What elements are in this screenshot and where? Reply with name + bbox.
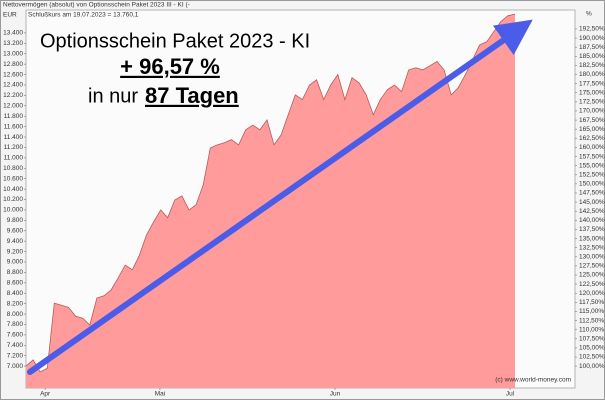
y2-tick-label: 132,50%	[579, 244, 605, 251]
y-tick-label: 10.600	[3, 175, 23, 182]
y2-tick-label: 115,00%	[579, 308, 604, 315]
y2-tick-label: 120,00%	[579, 290, 605, 297]
y-tick-label: 9.400	[7, 238, 24, 245]
y2-tick-label: 145,00%	[579, 199, 605, 206]
y-tick-label: 8.000	[7, 311, 24, 318]
y-tick-label: 7.800	[7, 321, 24, 328]
y-tick-label: 10.800	[3, 165, 23, 172]
y2-tick-label: 180,00%	[579, 71, 605, 78]
y2-tick-label: 135,00%	[579, 235, 605, 242]
y-tick-label: 10.200	[3, 196, 23, 203]
y-tick-label: 9.600	[7, 227, 24, 234]
y2-tick-label: 105,00%	[579, 345, 605, 352]
y-tick-label: 12.600	[3, 71, 23, 78]
y-tick-label: 12.800	[3, 61, 23, 68]
y-tick-label: 7.200	[7, 352, 24, 359]
y2-tick-label: 167,50%	[579, 117, 605, 124]
source: (c) www.world-money.com	[495, 377, 571, 384]
y-tick-label: 8.600	[7, 280, 24, 287]
y2-tick-label: 170,00%	[579, 108, 605, 115]
y2-tick-label: 125,00%	[579, 272, 605, 279]
y2-axis-label: %	[586, 11, 592, 18]
y2-tick-label: 185,00%	[579, 53, 605, 60]
y2-tick-label: 152,50%	[579, 171, 605, 178]
y-tick-label: 7.600	[7, 332, 24, 339]
y2-tick-label: 122,50%	[579, 281, 605, 288]
y2-tick-label: 142,50%	[579, 208, 605, 215]
y2-tick-label: 192,50%	[579, 26, 605, 33]
y-tick-label: 11.600	[4, 123, 24, 130]
y2-tick-label: 147,50%	[579, 190, 605, 197]
y-tick-label: 9.800	[7, 217, 24, 224]
y2-tick-label: 175,00%	[579, 89, 605, 96]
headline: Optionsschein Paket 2023 - KI	[40, 30, 310, 52]
gain: + 96,57 %	[120, 54, 220, 79]
y-tick-label: 9.000	[7, 259, 24, 266]
y-tick-label: 13.000	[3, 50, 23, 57]
y2-tick-label: 137,50%	[579, 226, 605, 233]
y2-tick-label: 117,50%	[579, 299, 604, 306]
y2-tick-label: 140,00%	[579, 217, 605, 224]
y-tick-label: 11.400	[4, 134, 24, 141]
y2-tick-label: 112,50%	[579, 317, 604, 324]
y-tick-label: 11.800	[4, 113, 24, 120]
y-tick-label: 7.400	[7, 342, 24, 349]
y-tick-label: 13.200	[3, 40, 23, 47]
y-tick-label: 8.400	[7, 290, 24, 297]
y-axis-label: EUR	[3, 12, 17, 19]
subheader: Schlußkurs am 19.07.2023 = 13.760,1	[28, 12, 139, 19]
y2-tick-label: 182,50%	[579, 62, 605, 69]
days: 87 Tagen	[145, 83, 239, 108]
y-tick-label: 12.400	[3, 82, 23, 89]
y2-tick-label: 110,00%	[579, 326, 604, 333]
y-tick-label: 10.000	[3, 207, 23, 214]
y-tick-label: 9.200	[7, 248, 24, 255]
y2-tick-label: 160,00%	[579, 144, 605, 151]
y2-tick-label: 155,00%	[579, 162, 605, 169]
y2-tick-label: 190,00%	[579, 35, 605, 42]
y-tick-label: 12.200	[3, 92, 23, 99]
prefix: in nur	[88, 85, 138, 107]
header: Nettovermögen (absolut) von Optionsschei…	[3, 2, 190, 9]
y-tick-label: 13.400	[3, 30, 23, 37]
x-tick-label: Jul	[506, 391, 515, 398]
y-tick-label: 8.800	[7, 269, 24, 276]
y2-tick-label: 165,00%	[579, 126, 605, 133]
y-tick-label: 11.000	[4, 155, 24, 162]
x-tick-label: Mai	[155, 391, 165, 398]
y2-tick-label: 150,00%	[579, 181, 605, 188]
y2-tick-label: 130,00%	[579, 253, 605, 260]
y-tick-label: 10.400	[3, 186, 23, 193]
y2-tick-label: 177,50%	[579, 80, 605, 87]
x-tick-label: Jun	[330, 391, 341, 398]
y-tick-label: 12.000	[3, 103, 23, 110]
y2-tick-label: 100,00%	[579, 363, 605, 370]
x-tick-label: Apr	[40, 391, 51, 398]
y2-tick-label: 157,50%	[579, 153, 605, 160]
trend-arrow	[27, 19, 533, 375]
line	[25, 13, 516, 373]
y-tick-label: 8.200	[7, 300, 24, 307]
y2-tick-label: 127,50%	[579, 263, 605, 270]
y-tick-label: 7.000	[7, 363, 24, 370]
y-tick-label: 11.200	[4, 144, 24, 151]
y2-tick-label: 187,50%	[579, 44, 605, 51]
y2-tick-label: 172,50%	[579, 99, 605, 106]
y2-tick-label: 162,50%	[579, 135, 605, 142]
y2-tick-label: 102,50%	[579, 354, 605, 361]
y2-tick-label: 107,50%	[579, 336, 605, 343]
